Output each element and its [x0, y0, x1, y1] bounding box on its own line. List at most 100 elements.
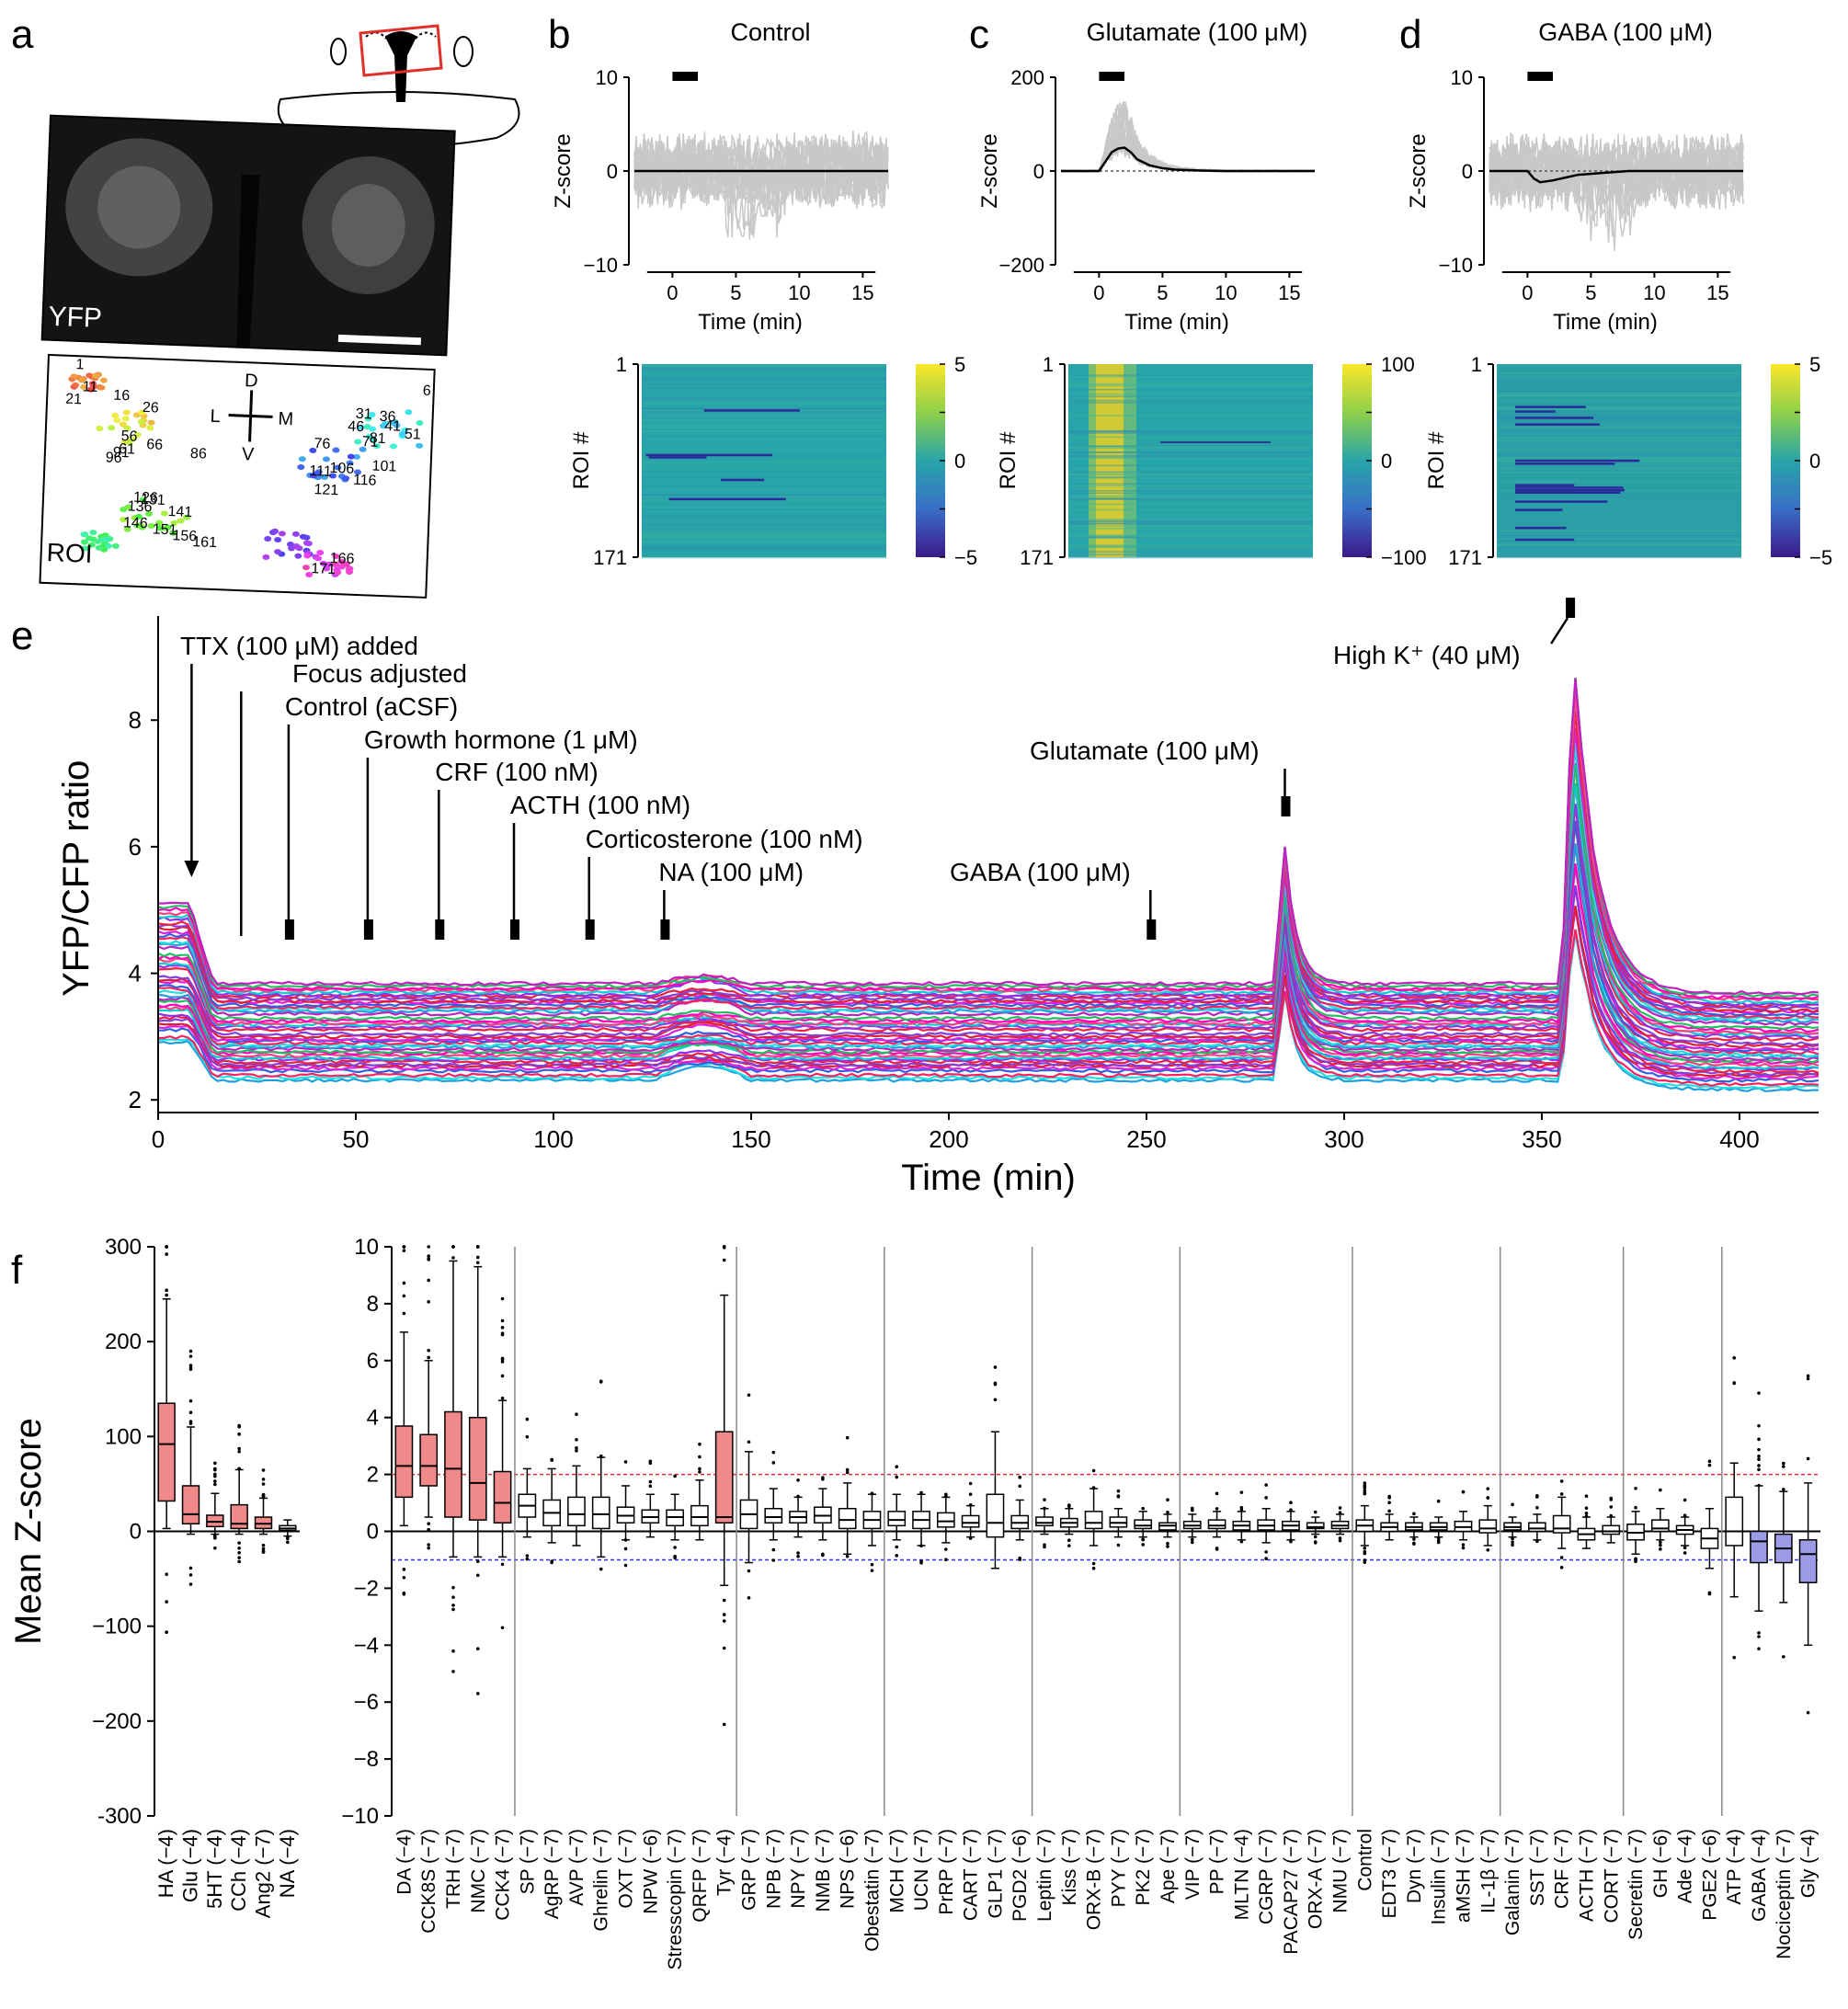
box-iqr: [1528, 1522, 1546, 1533]
category-label: Dyn (−7): [1404, 1829, 1425, 1903]
heatmap-row: [1497, 381, 1741, 383]
outlier-point: [500, 1326, 505, 1330]
roi-number: 26: [143, 400, 160, 417]
box-21: MCH (−7): [886, 1465, 907, 1913]
box-31: PK2 (−7): [1133, 1506, 1154, 1905]
heatmap-row: [1068, 497, 1313, 500]
heatmap-row: [642, 430, 886, 432]
outlier-point: [919, 1544, 923, 1548]
roi-dot: [119, 421, 127, 428]
roi-dot: [346, 565, 354, 572]
trace-roi: [1060, 121, 1316, 173]
outlier-point: [188, 1349, 193, 1353]
heatmap-row: [1068, 546, 1313, 548]
heatmap-row: [1068, 525, 1313, 527]
roi-dot: [370, 437, 378, 443]
heatmap-row: [642, 468, 886, 471]
trace-roi: [1060, 103, 1316, 173]
outlier-point: [1757, 1455, 1761, 1458]
category-label: Ape (−7): [1158, 1829, 1179, 1903]
outlier-point: [722, 1245, 726, 1249]
roi-dot: [80, 383, 88, 390]
category-label: HA (−4): [154, 1829, 177, 1898]
box-iqr: [714, 1431, 734, 1524]
heatmap-row: [1068, 402, 1313, 404]
outlier-point: [1091, 1468, 1096, 1473]
outlier-point: [500, 1360, 505, 1364]
box-35: MLTN (−4): [1231, 1490, 1252, 1920]
heatmap-row: [1068, 431, 1313, 433]
outlier-point: [427, 1254, 430, 1258]
roi-dot: [113, 417, 121, 424]
heatmap-row: [642, 470, 886, 473]
colorbar-tick-label: 100: [1381, 353, 1415, 376]
roi-number: 136: [127, 498, 152, 515]
outlier-point: [845, 1467, 850, 1472]
outlier-point: [1806, 1456, 1810, 1461]
roi-dot: [86, 372, 94, 379]
box-6: SP (−7): [517, 1417, 538, 1894]
x-tick-label: 150: [731, 1125, 770, 1153]
outlier-point: [796, 1551, 800, 1555]
outlier-point: [402, 1281, 406, 1285]
outlier-point: [698, 1442, 702, 1446]
trace-roi: [157, 803, 1819, 1046]
outlier-point: [1190, 1506, 1194, 1511]
heatmap-row: [642, 556, 886, 559]
outlier-point: [747, 1569, 751, 1573]
outlier-point: [1535, 1505, 1539, 1510]
heatmap-negative-row: [1515, 486, 1624, 489]
trace-roi: [1060, 102, 1316, 173]
x-tick-label: 5: [730, 281, 741, 304]
outlier-point: [1436, 1540, 1441, 1545]
heatmap-response: [1124, 364, 1136, 557]
roi-dot: [170, 519, 178, 526]
svg-text:L: L: [210, 406, 221, 427]
category-label: NMB (−7): [813, 1829, 834, 1912]
category-label: CRF (−7): [1552, 1829, 1573, 1909]
roi-dot: [321, 474, 329, 480]
heatmap-row-label: 1: [616, 353, 627, 376]
heatmap-row: [1068, 454, 1313, 457]
heatmap-row: [1068, 492, 1313, 495]
category-label: PK2 (−7): [1133, 1829, 1154, 1905]
panel-letter-f: f: [11, 1248, 23, 1293]
y-tick-label: 0: [1033, 160, 1044, 183]
event-bar: [660, 919, 670, 940]
heatmap-row: [1497, 554, 1741, 555]
trace-roi: [1489, 134, 1744, 209]
y-tick-label: 10: [354, 1235, 379, 1260]
outlier-point: [427, 1245, 430, 1249]
outlier-point: [1363, 1491, 1367, 1495]
outlier-point: [1782, 1488, 1785, 1491]
heatmap-row: [1497, 531, 1741, 532]
box-27: Leptin (−7): [1034, 1498, 1055, 1922]
outlier-point: [1215, 1507, 1219, 1511]
outlier-point: [1289, 1508, 1293, 1512]
box-40: Control: [1354, 1481, 1375, 1891]
roi-dot: [291, 531, 300, 537]
category-label: TRH (−7): [443, 1829, 464, 1909]
outlier-point: [1609, 1513, 1614, 1518]
trace-roi: [157, 804, 1819, 1052]
roi-dot: [123, 425, 131, 431]
roi-map: 1 11 21 16 26 56 61 66 86 91 96 126 131 …: [39, 353, 436, 599]
box-42: Dyn (−7): [1404, 1512, 1425, 1903]
category-label: GLP1 (−7): [985, 1829, 1006, 1918]
colorbar-tick-label: −5: [1809, 546, 1832, 569]
colorbar-tick-label: 0: [1809, 450, 1820, 473]
outlier-point: [1609, 1496, 1614, 1501]
y-tick-label: 4: [367, 1406, 379, 1431]
box-58: Gly (−4): [1798, 1374, 1819, 1898]
roi-number: 96: [105, 450, 122, 466]
box-iqr: [591, 1496, 610, 1530]
roi-dot: [80, 539, 88, 545]
category-label: DA (−4): [394, 1829, 415, 1895]
trace-roi: [1060, 121, 1316, 173]
heatmap-row: [1068, 534, 1313, 536]
roi-dot: [398, 430, 406, 437]
roi-dot: [72, 382, 80, 388]
outlier-point: [1141, 1537, 1145, 1542]
y-tick-label: 8: [367, 1292, 379, 1317]
